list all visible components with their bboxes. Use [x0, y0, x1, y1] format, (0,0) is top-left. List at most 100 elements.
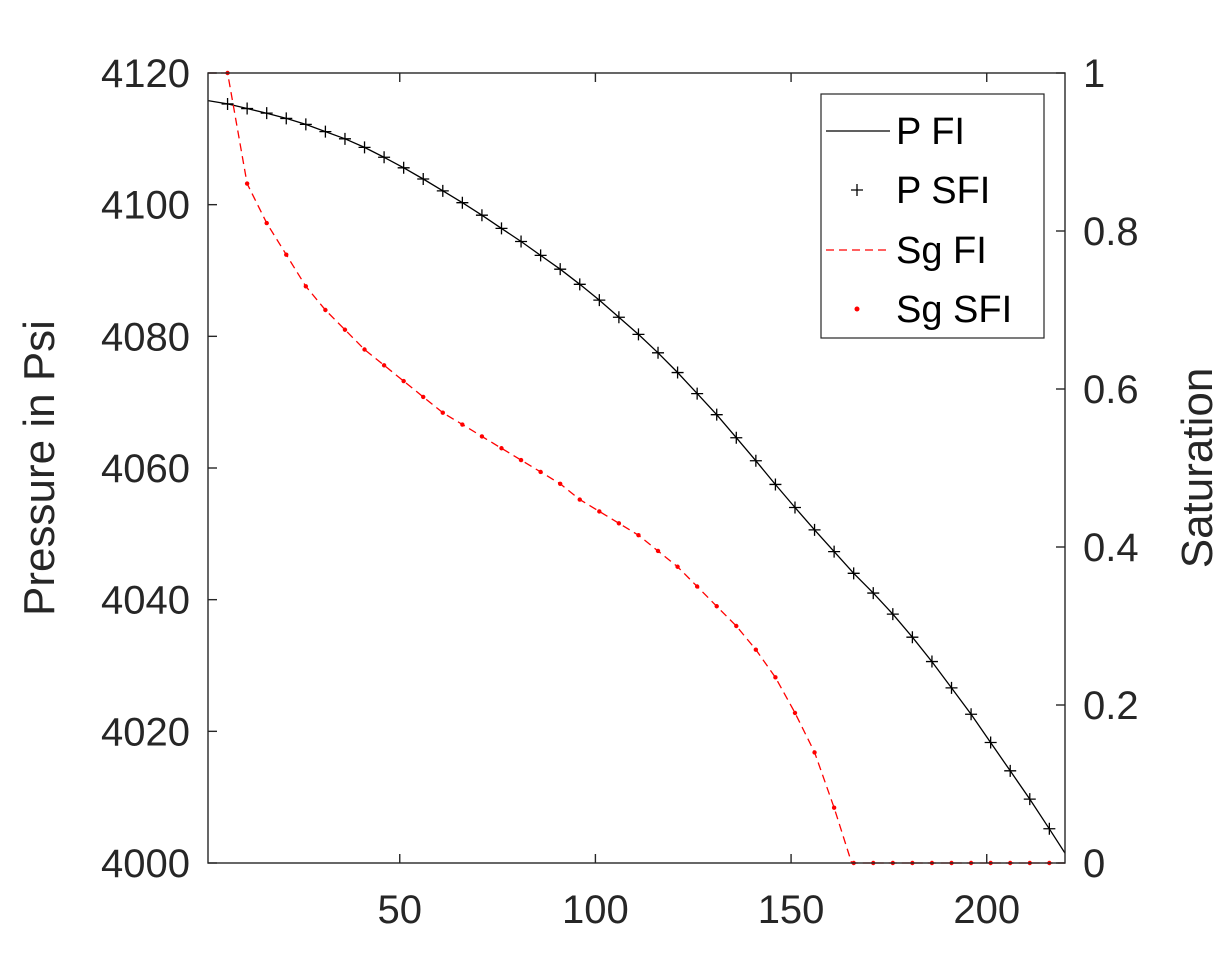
- point-p-sfi: [749, 454, 762, 467]
- point-p-sfi: [299, 118, 312, 131]
- point-p-sfi: [280, 112, 293, 125]
- point-sg-sfi: [655, 548, 661, 554]
- point-p-sfi: [710, 408, 723, 421]
- point-sg-sfi: [479, 434, 485, 439]
- point-sg-sfi: [792, 710, 798, 716]
- y-left-tick-label: 4060: [101, 447, 190, 491]
- legend-label-sg-sfi: Sg SFI: [896, 289, 1012, 331]
- point-p-sfi: [593, 294, 606, 307]
- y-right-tick-label: 0.2: [1083, 684, 1139, 728]
- point-p-sfi: [338, 132, 351, 145]
- point-sg-sfi: [303, 284, 309, 289]
- point-p-sfi: [828, 545, 841, 558]
- point-p-sfi: [221, 97, 234, 110]
- x-tick-label: 200: [953, 888, 1020, 932]
- y-left-tick-label: 4080: [101, 315, 190, 359]
- y-left-tick-label: 4100: [101, 184, 190, 228]
- point-p-sfi: [319, 125, 332, 138]
- point-sg-sfi: [597, 509, 602, 514]
- y-left-tick-label: 4000: [101, 842, 190, 886]
- legend-swatch-p-sfi: [851, 184, 863, 196]
- point-p-sfi: [475, 209, 488, 222]
- y-right-tick-label: 0: [1083, 842, 1105, 886]
- point-p-sfi: [554, 263, 567, 276]
- point-p-sfi: [1023, 793, 1036, 806]
- y-right-tick-label: 0.6: [1083, 368, 1139, 412]
- point-p-sfi: [945, 681, 958, 694]
- point-sg-sfi: [381, 363, 387, 368]
- point-sg-sfi: [675, 564, 680, 569]
- x-tick-label: 100: [562, 888, 629, 932]
- y-left-tick-label: 4120: [101, 52, 190, 96]
- point-p-sfi: [652, 346, 665, 359]
- point-sg-sfi: [557, 481, 563, 486]
- point-p-sfi: [906, 631, 919, 644]
- legend-label-sg-fi: Sg FI: [896, 230, 987, 272]
- legend: P FI P SFI Sg FI Sg SFI: [820, 93, 1045, 339]
- point-p-sfi: [847, 567, 860, 580]
- point-p-sfi: [260, 107, 273, 120]
- point-p-sfi: [436, 184, 449, 197]
- series-line-sg-fi: [208, 72, 1065, 864]
- point-p-sfi: [534, 249, 547, 262]
- point-p-sfi: [358, 141, 371, 154]
- point-sg-sfi: [694, 584, 700, 589]
- point-p-sfi: [495, 222, 508, 235]
- point-p-sfi: [965, 708, 978, 721]
- point-p-sfi: [612, 311, 625, 324]
- point-sg-sfi: [460, 422, 465, 427]
- y-right-axis-label: Saturation: [1173, 368, 1222, 569]
- y-right-tick-label: 0.8: [1083, 210, 1139, 254]
- point-p-sfi: [691, 387, 704, 400]
- point-p-sfi: [788, 501, 801, 514]
- point-sg-sfi: [244, 181, 250, 186]
- point-p-sfi: [417, 172, 430, 185]
- point-p-sfi: [808, 523, 821, 536]
- point-sg-sfi: [440, 410, 445, 415]
- legend-label-p-fi: P FI: [896, 111, 965, 153]
- point-p-sfi: [1004, 764, 1017, 777]
- point-p-sfi: [730, 431, 743, 444]
- point-sg-sfi: [518, 457, 524, 463]
- point-sg-sfi: [734, 623, 739, 629]
- point-sg-sfi: [636, 532, 641, 538]
- x-tick-label: 150: [758, 888, 825, 932]
- point-sg-sfi: [264, 220, 269, 226]
- point-sg-sfi: [284, 252, 289, 257]
- point-sg-sfi: [499, 446, 504, 451]
- point-p-sfi: [573, 278, 586, 291]
- y-left-axis-label: Pressure in Psi: [15, 320, 64, 616]
- point-p-sfi: [456, 196, 469, 209]
- legend-label-p-sfi: P SFI: [896, 170, 990, 212]
- point-p-sfi: [886, 608, 899, 621]
- point-p-sfi: [632, 328, 645, 341]
- point-sg-sfi: [831, 805, 837, 810]
- legend-swatch-sg-sfi: [854, 306, 860, 312]
- legend-box: [820, 93, 1045, 339]
- point-sg-sfi: [773, 675, 778, 680]
- point-sg-sfi: [577, 497, 582, 502]
- point-sg-sfi: [421, 394, 426, 400]
- point-sg-sfi: [323, 307, 328, 313]
- point-sg-sfi: [616, 521, 622, 526]
- point-p-sfi: [241, 102, 254, 115]
- point-sg-sfi: [538, 469, 543, 475]
- point-sg-sfi: [401, 378, 406, 384]
- point-p-sfi: [378, 151, 391, 164]
- series-layer: [207, 70, 1066, 866]
- point-p-sfi: [925, 655, 938, 668]
- point-p-sfi: [984, 736, 997, 749]
- point-sg-sfi: [342, 327, 348, 332]
- point-p-sfi: [397, 161, 410, 174]
- point-sg-sfi: [812, 750, 817, 755]
- point-p-sfi: [1043, 822, 1056, 835]
- point-sg-sfi: [753, 647, 759, 652]
- ticks-layer: 50 100 150 200 4000 4020 4040 4060 4080 4100 4120 0…: [101, 52, 1139, 932]
- y-left-tick-label: 4040: [101, 579, 190, 623]
- y-right-tick-label: 1: [1083, 52, 1105, 96]
- point-p-sfi: [769, 478, 782, 491]
- point-p-sfi: [867, 587, 880, 600]
- y-left-tick-label: 4020: [101, 710, 190, 754]
- point-sg-sfi: [362, 347, 367, 352]
